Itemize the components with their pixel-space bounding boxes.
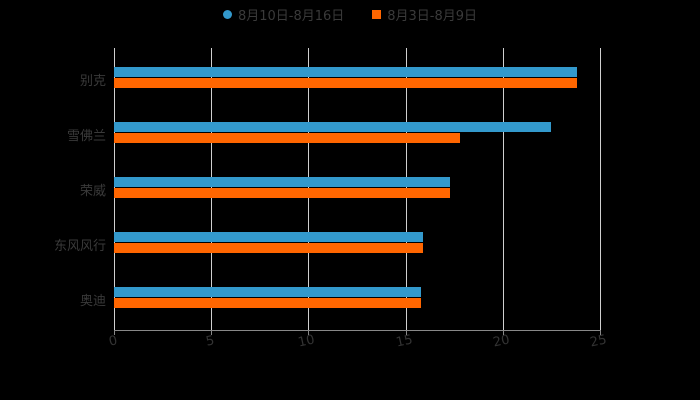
bar-series1[interactable] — [114, 122, 552, 132]
legend-item-series2[interactable]: 8月3日-8月9日 — [372, 4, 477, 24]
x-tick-label: 20 — [491, 332, 511, 351]
plot-area — [114, 48, 601, 335]
x-tick — [600, 330, 601, 335]
x-tick — [502, 330, 504, 335]
gridline — [502, 48, 504, 330]
bar-series1[interactable] — [114, 177, 451, 187]
x-tick — [308, 330, 310, 335]
category-label: 别克 — [79, 74, 106, 89]
bar-series2[interactable] — [114, 243, 424, 253]
x-tick-label: 10 — [297, 332, 317, 351]
x-tick — [405, 330, 407, 335]
bar-series2[interactable] — [114, 188, 451, 198]
x-tick-label: 5 — [204, 333, 216, 350]
bar-series2[interactable] — [114, 133, 461, 143]
category-label: 东风风行 — [53, 239, 106, 254]
bar-series2[interactable] — [114, 298, 422, 308]
x-tick — [211, 330, 213, 335]
legend-square-icon — [372, 9, 382, 19]
legend-label-series2: 8月3日-8月9日 — [387, 8, 478, 24]
bar-series1[interactable] — [114, 287, 422, 297]
gridline — [600, 48, 601, 330]
x-axis-line — [114, 330, 600, 331]
bar-series1[interactable] — [114, 67, 577, 77]
legend-item-series1[interactable]: 8月10日-8月16日 — [222, 4, 345, 24]
x-tick-label: 15 — [394, 332, 414, 351]
x-tick — [114, 330, 115, 335]
chart-legend: 8月10日-8月16日 8月3日-8月9日 — [0, 4, 700, 24]
category-label: 荣威 — [79, 184, 106, 199]
category-label: 雪佛兰 — [66, 129, 106, 144]
bar-series1[interactable] — [114, 232, 424, 242]
x-tick-label: 25 — [588, 332, 608, 351]
bar-series2[interactable] — [114, 78, 577, 88]
legend-circle-icon — [222, 9, 232, 19]
x-tick-label: 0 — [107, 333, 119, 350]
category-label: 奥迪 — [79, 294, 106, 309]
legend-label-series1: 8月10日-8月16日 — [237, 8, 345, 24]
